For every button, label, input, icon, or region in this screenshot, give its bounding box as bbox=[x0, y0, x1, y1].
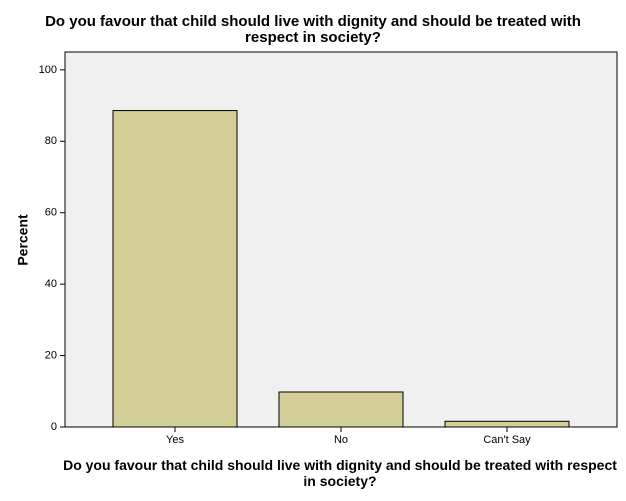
y-tick-label: 100 bbox=[39, 64, 57, 76]
bar bbox=[444, 420, 570, 428]
x-tick-label: Yes bbox=[166, 434, 184, 446]
x-tick-label: No bbox=[334, 434, 348, 446]
chart-title: Do you favour that child should live wit… bbox=[45, 13, 581, 46]
bar bbox=[278, 391, 404, 428]
x-axis-label: Do you favour that child should live wit… bbox=[63, 457, 617, 489]
y-tick-label: 40 bbox=[45, 278, 57, 290]
y-axis-label: Percent bbox=[15, 214, 31, 266]
x-tick-label: Can't Say bbox=[483, 434, 531, 446]
bar bbox=[112, 110, 238, 428]
y-tick-label: 20 bbox=[45, 349, 57, 361]
y-tick-label: 80 bbox=[45, 135, 57, 147]
y-tick-label: 0 bbox=[51, 421, 57, 433]
y-tick-label: 60 bbox=[45, 207, 57, 219]
